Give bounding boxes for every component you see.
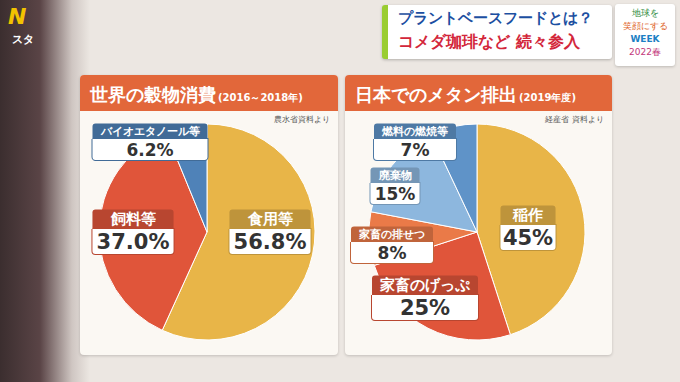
- svg-text:燃料の燃焼等: 燃料の燃焼等: [381, 125, 448, 138]
- svg-text:稲作: 稲作: [512, 206, 543, 224]
- svg-text:7%: 7%: [401, 140, 430, 160]
- html-text:経産省 資料より: 経産省 資料より: [545, 115, 604, 124]
- svg-text:56.8%: 56.8%: [234, 230, 307, 254]
- html-text:笑顔にする: 笑顔にする: [622, 21, 668, 31]
- html-text:世界の穀物消費(2016～2018年): 世界の穀物消費(2016～2018年): [90, 84, 303, 105]
- html-text:コメダ珈琲など 続々参入: コメダ珈琲など 続々参入: [398, 32, 580, 51]
- svg-text:6.2%: 6.2%: [126, 140, 173, 160]
- html-text:スタ: スタ: [12, 33, 34, 46]
- html-text:プラントベースフードとは？: プラントベースフードとは？: [398, 9, 593, 27]
- svg-text:25%: 25%: [400, 296, 450, 320]
- svg-text:食用等: 食用等: [247, 210, 293, 228]
- svg-text:廃棄物: 廃棄物: [378, 169, 412, 182]
- svg-text:45%: 45%: [503, 226, 553, 250]
- svg-text:8%: 8%: [378, 243, 407, 263]
- svg-text:家畜のげっぷ: 家畜のげっぷ: [379, 276, 471, 294]
- html-text:2022春: 2022春: [629, 47, 661, 57]
- html-text:日本でのメタン排出(2019年度): 日本でのメタン排出(2019年度): [355, 84, 576, 105]
- html-text:N: N: [8, 4, 27, 29]
- html-text:地球を: 地球を: [631, 8, 659, 18]
- html-text:WEEK: WEEK: [630, 34, 660, 44]
- html-text:農水省資料より: 農水省資料より: [274, 115, 330, 124]
- svg-text:15%: 15%: [375, 184, 416, 204]
- svg-text:飼料等: 飼料等: [110, 210, 156, 228]
- svg-text:家畜の排せつ: 家畜の排せつ: [358, 228, 425, 241]
- svg-text:37.0%: 37.0%: [97, 230, 170, 254]
- svg-text:バイオエタノール等: バイオエタノール等: [100, 125, 200, 138]
